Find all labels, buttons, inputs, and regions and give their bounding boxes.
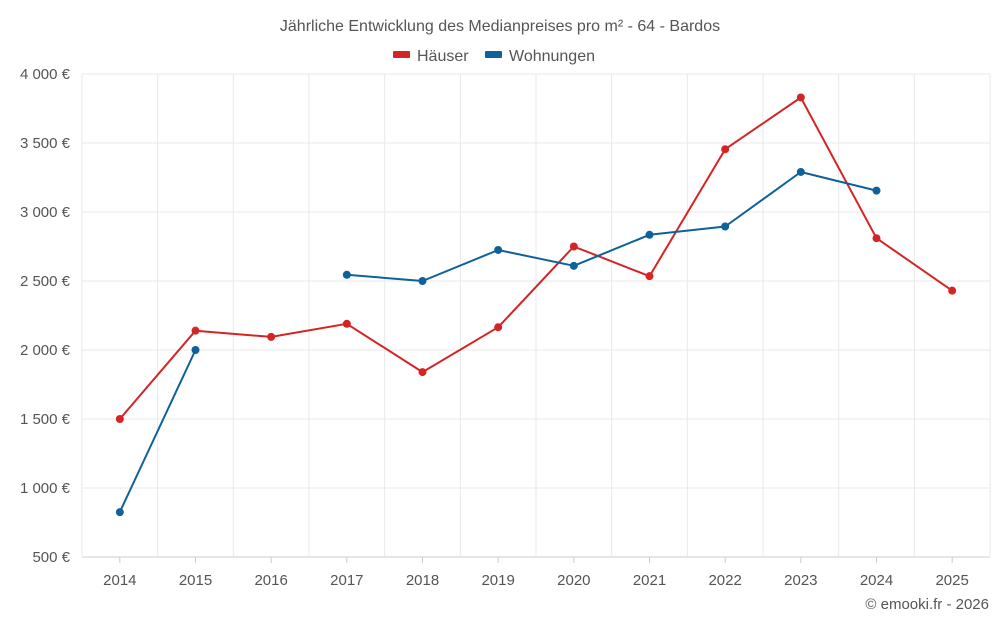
data-point-wohnungen[interactable]: [418, 277, 427, 285]
x-tick-label: 2014: [103, 572, 136, 589]
series-hauser: [115, 93, 957, 423]
series-line-hauser: [119, 96, 953, 420]
x-tick-label: 2015: [179, 572, 212, 589]
x-tick-label: 2024: [860, 572, 893, 589]
data-point-hauser[interactable]: [948, 286, 957, 295]
data-point-wohnungen[interactable]: [569, 261, 578, 270]
data-point-hauser[interactable]: [796, 93, 805, 102]
data-point-hauser[interactable]: [494, 323, 503, 332]
data-point-hauser[interactable]: [115, 415, 124, 423]
y-tick-label: 1 000 €: [20, 480, 71, 497]
data-point-wohnungen[interactable]: [115, 508, 124, 517]
data-point-hauser[interactable]: [267, 332, 276, 341]
data-point-wohnungen[interactable]: [645, 230, 654, 239]
legend-swatch-wohnungen: [485, 51, 502, 58]
data-point-wohnungen[interactable]: [191, 346, 200, 354]
legend-label-hauser: Häuser: [417, 48, 469, 65]
credit-text: © emooki.fr - 2026: [865, 596, 989, 613]
x-tick-label: 2023: [784, 572, 817, 589]
legend-item-hauser[interactable]: Häuser: [393, 48, 469, 65]
data-point-wohnungen[interactable]: [721, 222, 730, 231]
data-point-hauser[interactable]: [872, 234, 881, 243]
series-line-wohnungen: [346, 171, 877, 282]
series-wohnungen: [115, 167, 881, 517]
data-point-hauser[interactable]: [645, 272, 654, 281]
y-tick-label: 2 500 €: [20, 273, 71, 290]
y-tick-label: 3 500 €: [20, 135, 71, 152]
x-tick-label: 2017: [330, 572, 363, 589]
x-axis-labels: 2014 2015 2016 2017 2018 2019 2020 2021 2022 2023…: [103, 557, 969, 589]
x-tick-label: 2019: [481, 572, 514, 589]
x-tick-label: 2016: [254, 572, 287, 589]
y-tick-label: 1 500 €: [20, 411, 71, 428]
data-point-hauser[interactable]: [342, 319, 351, 328]
data-point-wohnungen[interactable]: [342, 270, 351, 279]
legend-swatch-hauser: [393, 51, 410, 58]
series-line-wohnungen: [118, 349, 197, 513]
x-gridlines: [81, 74, 991, 557]
x-tick-label: 2018: [406, 572, 439, 589]
data-point-wohnungen[interactable]: [796, 167, 805, 176]
data-point-hauser[interactable]: [418, 368, 427, 377]
y-tick-label: 500 €: [32, 549, 70, 566]
series-layer: [115, 93, 957, 517]
x-tick-label: 2025: [935, 572, 968, 589]
legend-label-wohnungen: Wohnungen: [509, 48, 595, 65]
data-point-hauser[interactable]: [721, 145, 730, 154]
y-tick-label: 4 000 €: [20, 66, 71, 83]
data-point-wohnungen[interactable]: [872, 186, 881, 195]
x-tick-label: 2021: [633, 572, 666, 589]
legend: Häuser Wohnungen: [393, 48, 595, 65]
data-point-wohnungen[interactable]: [494, 245, 503, 254]
legend-item-wohnungen[interactable]: Wohnungen: [485, 48, 595, 65]
x-tick-label: 2022: [708, 572, 741, 589]
y-axis-labels: 500 € 1 000 € 1 500 € 2 000 € 2 500 € 3 000 €…: [20, 66, 71, 566]
chart-title: Jährliche Entwicklung des Medianpreises …: [280, 18, 720, 35]
y-tick-label: 3 000 €: [20, 204, 71, 221]
data-point-hauser[interactable]: [569, 242, 578, 251]
x-tick-label: 2020: [557, 572, 590, 589]
y-tick-label: 2 000 €: [20, 342, 71, 359]
data-point-hauser[interactable]: [191, 326, 200, 335]
